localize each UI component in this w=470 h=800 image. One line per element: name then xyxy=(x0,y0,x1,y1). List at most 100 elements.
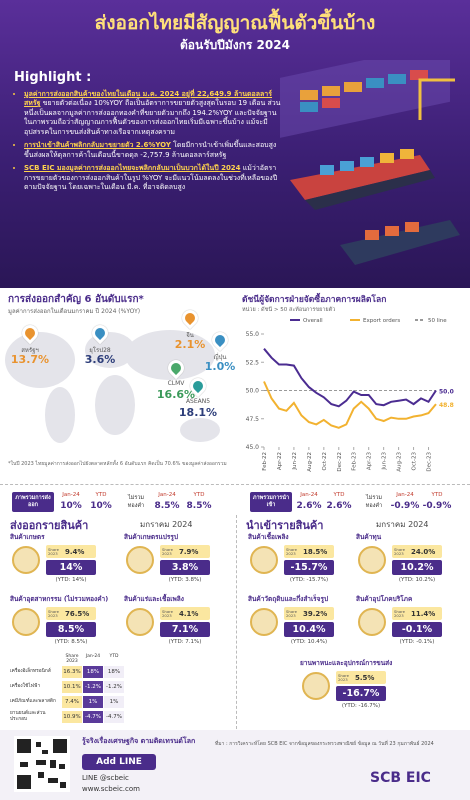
line-id: LINE @scbeic xyxy=(82,774,129,782)
y-tick-label: 52.5 xyxy=(246,359,260,366)
jan-value: -0.1% xyxy=(392,622,442,637)
legend-label: Overall xyxy=(303,318,323,324)
product-name: สินค้าแร่และเชื้อเพลิง xyxy=(124,595,184,603)
jan-value: 10.2% xyxy=(392,560,442,575)
value-label: 50.0 xyxy=(439,389,454,396)
x-tick-label: Jun-22 xyxy=(292,452,298,471)
product-card: สินค้าเกษตร Share 2023 9.4% 14% (YTD: 14%) xyxy=(10,532,120,592)
table-cell: 1% xyxy=(83,696,103,708)
summary-jan: 2.6% xyxy=(296,501,322,511)
share-pill: Share 2023 7.9% xyxy=(160,545,210,558)
share-value: 5.5% xyxy=(355,673,375,682)
table-cell: -1.2% xyxy=(104,681,124,693)
jan-value: 14% xyxy=(46,560,96,575)
add-line-button[interactable]: Add LINE xyxy=(82,754,156,770)
product-card: สินค้าอุตสาหกรรม (ไม่รวมทองคำ) Share 2023… xyxy=(10,594,120,654)
summary-ex-ytd: 8.5% xyxy=(186,501,212,511)
market-name: ยุโรป28 xyxy=(89,347,111,354)
qr-code xyxy=(14,736,70,792)
highlight-strong: SCB EIC มองมูลค่าการส่งออกไทยจะพลิกกลับม… xyxy=(24,164,241,173)
share-pill: Share 2023 18.5% xyxy=(284,545,334,558)
product-icon xyxy=(358,546,386,574)
product-icon xyxy=(250,546,278,574)
x-tick-label: Aug-23 xyxy=(397,452,403,472)
market-name: จีน xyxy=(186,332,194,339)
jan-value: 10.4% xyxy=(284,622,334,637)
share-pill: Share 2023 4.1% xyxy=(160,607,210,620)
y-tick-label: 45.0 xyxy=(246,444,260,451)
table-cell: 16.3% xyxy=(62,666,82,678)
product-icon xyxy=(12,608,40,636)
table-header: YTD xyxy=(109,654,119,659)
table-cell: 7.4% xyxy=(62,696,82,708)
ytd-value: (YTD: 7.1%) xyxy=(168,639,202,645)
jan-value: -15.7% xyxy=(284,560,334,575)
share-value: 7.9% xyxy=(179,547,199,556)
share-label: Share 2023 xyxy=(286,608,297,618)
summary-ex-jan-label: Jan-24 xyxy=(396,492,414,498)
table-cell: 10.9% xyxy=(62,711,82,723)
product-name: สินค้าอุปโภคบริโภค xyxy=(356,595,413,603)
world-map xyxy=(5,330,220,443)
share-label: Share 2023 xyxy=(338,672,349,682)
market-value: 18.1% xyxy=(178,406,218,419)
share-value: 39.2% xyxy=(303,609,328,618)
subtitle: ต้อนรับปีมังกร 2024 xyxy=(180,38,290,52)
table-cell: -1.2% xyxy=(83,681,103,693)
website[interactable]: www.scbeic.com xyxy=(82,785,140,793)
highlight-text: ขยายตัวต่อเนื่อง 10%YOY ถือเป็นอัตราการข… xyxy=(24,99,281,136)
share-pill: Share 2023 76.5% xyxy=(46,607,96,620)
table-cell: -4.7% xyxy=(104,711,124,723)
market-value: 1.0% xyxy=(204,360,236,373)
product-icon xyxy=(126,608,154,636)
table-row-label: ยานยนต์และส่วนประกอบ xyxy=(10,711,46,722)
share-label: Share 2023 xyxy=(162,608,173,618)
share-label: Share 2023 xyxy=(394,608,405,618)
markets-title: การส่งออกสำคัญ 6 อันดับแรก* xyxy=(8,294,144,305)
market-name: CLMV xyxy=(167,380,185,387)
highlight-strong: มูลค่าการส่งออกสินค้าของไทยในเดือน ม.ค. … xyxy=(24,90,272,108)
product-name: สินค้าทุน xyxy=(356,533,382,541)
x-tick-label: Feb-23 xyxy=(352,452,358,471)
summary-jan: 10% xyxy=(60,501,82,511)
y-tick-label: 55.0 xyxy=(246,331,260,338)
share-label: Share 2023 xyxy=(48,546,59,556)
highlight-item: SCB EIC มองมูลค่าการส่งออกไทยจะพลิกกลับม… xyxy=(24,164,282,192)
ytd-value: (YTD: 10.4%) xyxy=(290,639,328,645)
share-label: Share 2023 xyxy=(286,546,297,556)
product-name: ยานพาหนะและอุปกรณ์การขนส่ง xyxy=(300,659,393,667)
table-cell: -4.7% xyxy=(83,711,103,723)
value-label: 48.8 xyxy=(439,402,454,409)
market-name: สหรัฐฯ xyxy=(21,347,39,354)
share-value: 18.5% xyxy=(303,547,328,556)
share-pill: Share 2023 39.2% xyxy=(284,607,334,620)
ytd-value: (YTD: 14%) xyxy=(55,577,87,583)
product-icon xyxy=(126,546,154,574)
product-name: สินค้าวัตถุดิบและกึ่งสำเร็จรูป xyxy=(248,595,329,603)
logo: SCB EIC xyxy=(370,770,431,786)
summary-ytd-label: YTD xyxy=(95,492,107,498)
title: ส่งออกไทยมีสัญญาณฟื้นตัวขึ้นบ้าง xyxy=(94,12,376,34)
share-value: 11.4% xyxy=(411,609,436,618)
markets-subtitle: มูลค่าการส่งออกในเดือนมกราคม ปี 2024 (%Y… xyxy=(8,308,141,315)
market-name: ASEAN5 xyxy=(185,398,211,405)
x-tick-label: Aug-22 xyxy=(307,452,313,472)
product-card: สินค้าอุปโภคบริโภค Share 2023 11.4% -0.1% (Y… xyxy=(356,594,466,654)
share-pill: Share 2023 5.5% xyxy=(336,671,386,684)
highlight-list: มูลค่าการส่งออกสินค้าของไทยในเดือน ม.ค. … xyxy=(0,90,282,196)
highlight-item: การนำเข้าสินค้าพลิกกลับมาขยายตัว 2.6%YOY… xyxy=(24,141,282,160)
summary-ex-jan-label: Jan-24 xyxy=(158,492,176,498)
table-cell: 1% xyxy=(104,696,124,708)
tagline: รู้จริงเรื่องเศรษฐกิจ ตามติดเทรนด์โลก xyxy=(82,737,196,745)
divider xyxy=(236,515,237,729)
summary-jan-label: Jan-24 xyxy=(300,492,318,498)
port-illustration xyxy=(280,60,460,265)
ytd-value: (YTD: -16.7%) xyxy=(341,703,381,709)
market-value: 16.6% xyxy=(156,388,196,401)
table-row-label: เครื่องใช้ไฟฟ้า xyxy=(10,684,41,690)
summary-label: ภาพรวมการนำเข้า xyxy=(250,492,292,512)
ytd-value: (YTD: -0.1%) xyxy=(399,639,435,645)
series-line xyxy=(263,348,437,408)
summary-ex-ytd-label: YTD xyxy=(193,492,205,498)
section-title: นำเข้ารายสินค้า xyxy=(246,519,324,532)
